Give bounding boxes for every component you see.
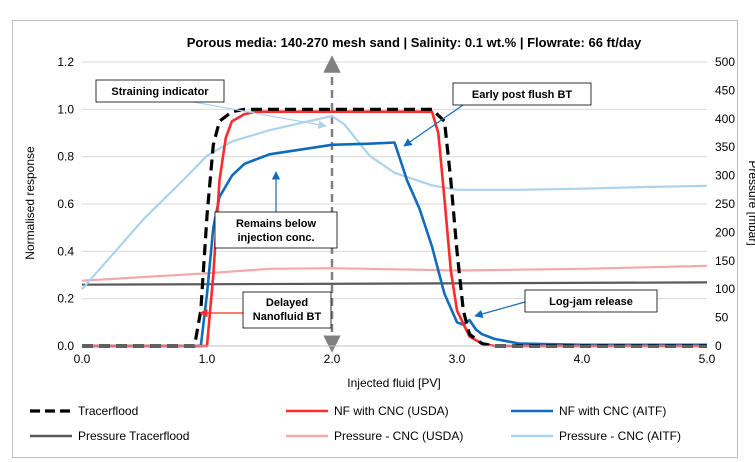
annotation-text: Remains below injection conc.	[236, 218, 317, 244]
x-tick-label: 4.0	[574, 352, 591, 366]
x-tick-label: 2.0	[324, 352, 341, 366]
legend-label: NF with CNC (USDA)	[334, 404, 449, 418]
annotation-log-jam-release: Log-jam release	[524, 289, 658, 313]
series-line-tracerflood	[82, 107, 707, 348]
series-layer	[81, 107, 708, 348]
series-line-pressure-cnc-usda	[81, 264, 708, 282]
annotation-text: Delayed Nanofluid BT	[253, 297, 322, 323]
annotation-arrow-logjam	[474, 301, 526, 319]
y2-tick-label: 300	[715, 169, 735, 183]
y2-tick-label: 500	[715, 55, 735, 69]
y2-tick-label: 350	[715, 140, 735, 154]
annotation-arrow-early-bt	[403, 104, 464, 147]
y2-tick-label: 400	[715, 112, 735, 126]
legend-label: Pressure - CNC (AITF)	[559, 429, 681, 443]
y-tick-label: 0.8	[57, 150, 74, 164]
x-axis-ticks: 0.0 1.0 2.0 3.0 4.0 5.0	[74, 352, 716, 366]
annotation-arrow-straining	[187, 100, 327, 129]
y-tick-label: 0.6	[57, 197, 74, 211]
x-tick-label: 1.0	[199, 352, 216, 366]
legend-label: Tracerflood	[78, 404, 138, 418]
y2-tick-label: 450	[715, 83, 735, 97]
y2-tick-label: 150	[715, 254, 735, 268]
y2-tick-label: 100	[715, 282, 735, 296]
chart-frame	[12, 20, 738, 458]
series-line-pressure-tracerflood	[81, 281, 708, 286]
x-tick-label: 5.0	[699, 352, 716, 366]
y-tick-label: 0.4	[57, 244, 74, 258]
chart-title: Porous media: 140-270 mesh sand | Salini…	[187, 35, 642, 50]
y2-tick-label: 50	[715, 311, 729, 325]
annotation-remains-below: Remains below injection conc.	[214, 211, 338, 249]
y-tick-label: 1.2	[57, 55, 74, 69]
series-line-pressure-cnc-aitf	[81, 114, 708, 290]
y2-axis-label: Pressure [mbar]	[746, 160, 755, 245]
y-axis-ticks: 0.0 0.2 0.4 0.6 0.8 1.0 1.2	[57, 55, 74, 353]
annotation-text: Straining indicator	[111, 86, 209, 98]
y-axis-label: Normalised response	[23, 146, 37, 260]
y-tick-label: 0.0	[57, 339, 74, 353]
y2-axis-ticks: 0 50 100 150 200 250 300 350 400 450 500	[715, 55, 735, 353]
y-tick-label: 1.0	[57, 102, 74, 116]
legend-label: NF with CNC (AITF)	[559, 404, 666, 418]
legend: Tracerflood NF with CNC (USDA) NF with CNC…	[30, 404, 681, 443]
y2-tick-label: 200	[715, 225, 735, 239]
y2-tick-label: 250	[715, 197, 735, 211]
annotation-early-post-flush-bt: Early post flush BT	[452, 82, 592, 106]
annotation-text: Log-jam release	[549, 296, 633, 308]
annotation-delayed-nanofluid-bt: Delayed Nanofluid BT	[242, 291, 332, 329]
legend-label: Pressure - CNC (USDA)	[334, 429, 463, 443]
legend-label: Pressure Tracerflood	[78, 429, 189, 443]
x-axis-label: Injected fluid [PV]	[347, 376, 440, 390]
x-tick-label: 0.0	[74, 352, 91, 366]
y2-tick-label: 0	[715, 339, 722, 353]
annotation-straining-indicator: Straining indicator	[95, 79, 225, 103]
x-tick-label: 3.0	[449, 352, 466, 366]
y-tick-label: 0.2	[57, 292, 74, 306]
annotation-text: Early post flush BT	[472, 89, 573, 101]
